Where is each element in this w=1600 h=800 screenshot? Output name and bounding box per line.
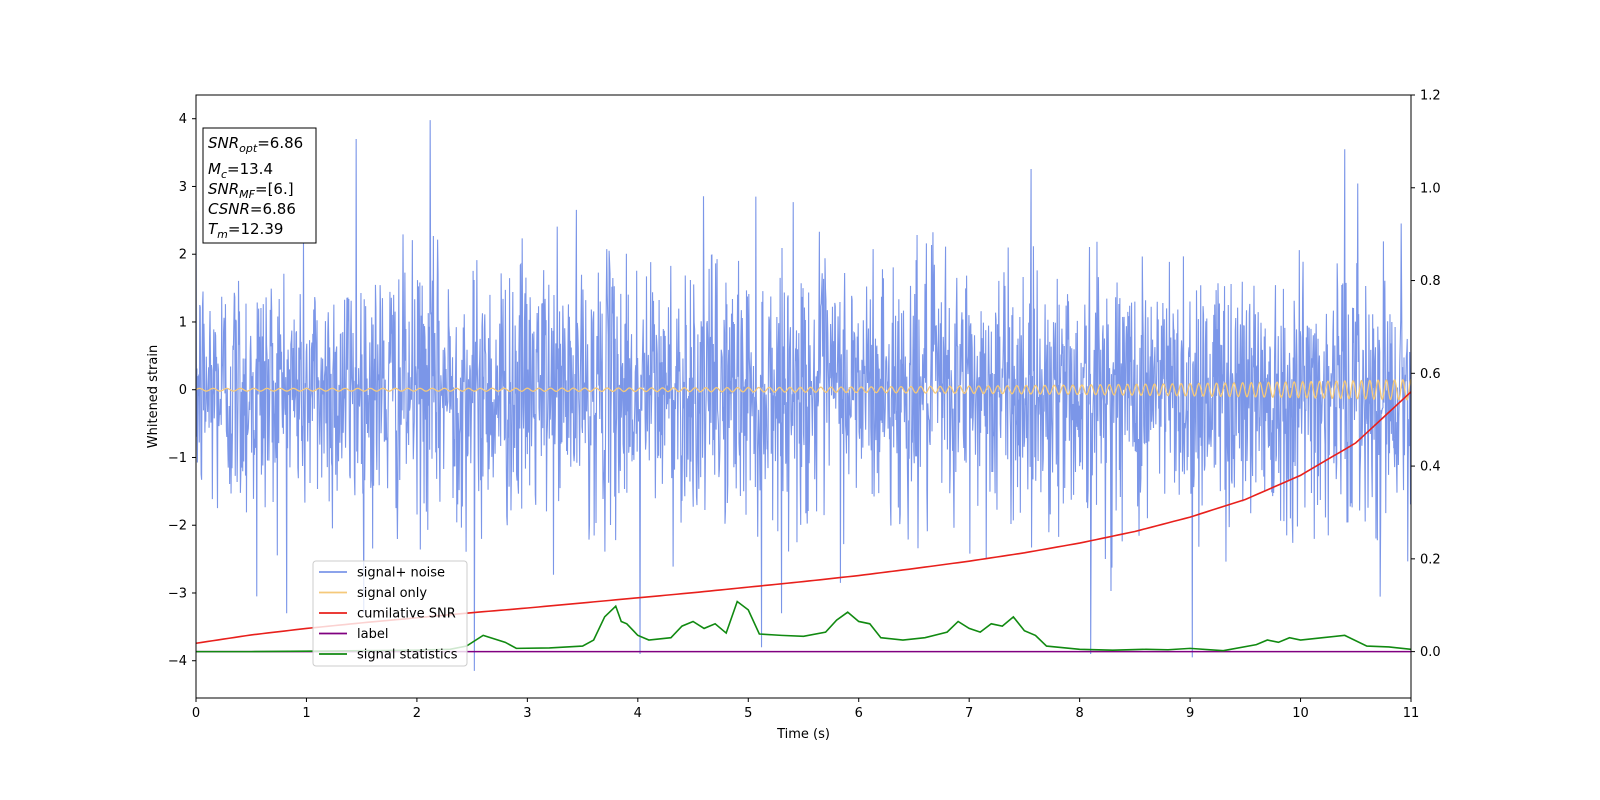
y2-tick-label: 1.2: [1420, 89, 1441, 104]
x-axis-label: Time (s): [776, 727, 830, 742]
y-tick-label: 3: [179, 180, 187, 195]
annotation-line: CSNR=6.86: [208, 200, 296, 218]
y2-tick-label: 1.0: [1420, 181, 1441, 196]
series-signal-statistics-line: [196, 600, 1411, 653]
x-axis: 0 1 2 3 4 5 6 7 8 9 10 11: [192, 698, 1419, 721]
x-tick-label: 1: [302, 706, 310, 721]
y-tick-label: 4: [179, 112, 187, 127]
y2-tick-label: 0.6: [1420, 367, 1441, 382]
annotation-box-frame: [202, 127, 317, 244]
y-tick-label: 0: [179, 383, 187, 398]
x-tick-label: 2: [413, 706, 421, 721]
legend-label-cumilative-snr: cumilative SNR: [357, 607, 456, 622]
series-signal-noise-line: [196, 120, 1411, 671]
y-axis-label: Whitened strain: [146, 345, 161, 448]
y-axis-left: −4 −3 −2 −1 0 1 2 3 4: [168, 112, 196, 669]
annotation-line: SNRopt=6.86: [208, 134, 303, 155]
y-tick-label: 1: [179, 315, 187, 330]
y2-tick-label: 0.0: [1420, 645, 1441, 660]
y2-tick-label: 0.4: [1420, 460, 1441, 475]
x-tick-label: 9: [1186, 706, 1194, 721]
legend-label-signal-statistics: signal statistics: [357, 648, 458, 663]
y-tick-label: −4: [168, 654, 187, 669]
annotation-line: SNRMF=[6.]: [208, 180, 294, 201]
y-axis-right: 0.0 0.2 0.4 0.6 0.8 1.0 1.2: [1411, 89, 1441, 660]
x-tick-label: 11: [1403, 706, 1420, 721]
plot-frame: [195, 94, 1412, 699]
legend: signal+ noise signal only cumilative SNR la…: [312, 560, 468, 667]
x-tick-label: 8: [1075, 706, 1083, 721]
legend-label-signal-noise: signal+ noise: [357, 566, 445, 581]
y-tick-label: 2: [179, 248, 187, 263]
x-tick-label: 7: [965, 706, 973, 721]
annotation-line: Tm=12.39: [208, 220, 283, 241]
legend-label-label: label: [357, 627, 388, 642]
series-signal-only-line: [196, 378, 1411, 401]
x-tick-label: 5: [744, 706, 752, 721]
annotation-line: Mc=13.4: [208, 160, 273, 181]
x-tick-label: 0: [192, 706, 200, 721]
x-tick-label: 4: [634, 706, 642, 721]
y2-tick-label: 0.8: [1420, 274, 1441, 289]
x-tick-label: 3: [523, 706, 531, 721]
x-tick-label: 6: [855, 706, 863, 721]
y-tick-label: −1: [168, 451, 187, 466]
y2-tick-label: 0.2: [1420, 552, 1441, 567]
legend-label-signal-only: signal only: [357, 586, 427, 601]
legend-frame: [312, 560, 468, 667]
y-tick-label: −3: [168, 586, 187, 601]
y-tick-label: −2: [168, 519, 187, 534]
x-tick-label: 10: [1292, 706, 1309, 721]
